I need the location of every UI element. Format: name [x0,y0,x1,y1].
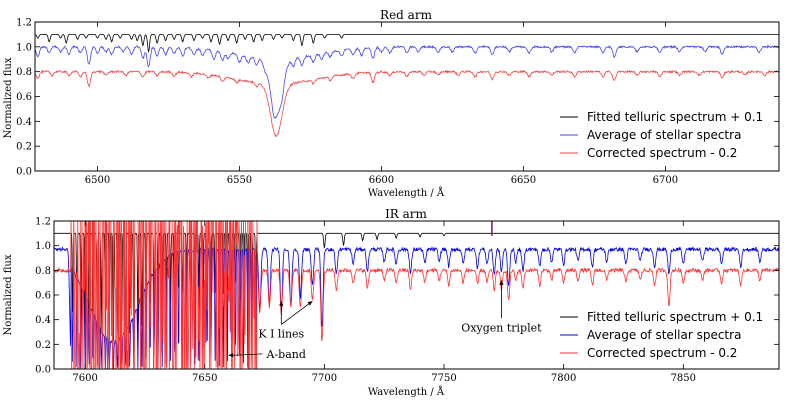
red-arm-legend-label-1: Fitted telluric spectrum + 0.1 [587,110,763,124]
ir-arm-title: IR arm [385,207,427,221]
ir-arm-annotation-label-0: K I lines [258,327,304,340]
ir-arm-annotation-arrowhead-1 [307,301,313,306]
ir-arm-annotation-label-2: Oxygen triplet [461,321,542,334]
red-arm-ytick-label: 0.4 [16,117,32,128]
ir-arm-series-3-line [54,221,779,369]
ir-arm-xtick-label: 7850 [671,373,696,384]
red-arm-ytick-label: 0.6 [16,92,32,103]
red-arm-ytick-label: 0.2 [16,142,32,153]
ir-arm-xtick-label: 7650 [192,373,217,384]
red-arm-xtick-label: 6700 [653,175,678,186]
ir-arm-xtick-label: 7600 [72,373,97,384]
ir-arm-ytick-label: 0.0 [35,365,51,376]
ir-arm-ytick-label: 1.0 [35,241,51,252]
red-arm-legend-label-3: Corrected spectrum - 0.2 [587,146,737,160]
red-arm-xlabel: Wavelength / Å [368,187,445,199]
red-arm-series-1-line [35,34,779,53]
red-arm-legend-label-2: Average of stellar spectra [587,128,741,142]
ir-arm-annotation-arrowhead-2 [499,280,504,285]
ir-arm-ytick-label: 0.8 [35,266,51,277]
red-arm-xtick-label: 6500 [85,175,110,186]
ir-arm-xlabel: Wavelength / Å [368,386,445,398]
ir-arm-xtick-label: 7750 [431,373,456,384]
ir-arm-annotation-label-3: A-band [266,348,306,361]
ir-arm-xtick-label: 7700 [312,373,337,384]
ir-arm-annotation-arrow-1 [281,300,313,325]
ir-arm-ytick-label: 1.2 [35,217,51,228]
ir-arm-xtick-label: 7800 [551,373,576,384]
red-arm-panel: Red arm Normalized flux Wavelength / Å 0… [3,8,780,199]
red-arm-xtick-label: 6550 [227,175,252,186]
ir-arm-ytick-label: 0.2 [35,340,51,351]
red-arm-series-3-line [35,69,779,138]
red-arm-ytick-label: 1.0 [16,42,32,53]
ir-arm-legend-label-3: Corrected spectrum - 0.2 [587,346,737,360]
ir-arm-legend-label-2: Average of stellar spectra [587,328,741,342]
red-arm-title: Red arm [380,8,433,22]
red-arm-ytick-label: 1.2 [16,18,32,29]
red-arm-xtick-label: 6650 [511,175,536,186]
ir-arm-legend-label-1: Fitted telluric spectrum + 0.1 [587,310,763,324]
red-arm-series-2-line [35,44,779,119]
ir-arm-annotation-arrowhead-3 [228,353,234,358]
red-arm-ylabel: Normalized flux [3,57,14,138]
ir-arm-ylabel: Normalized flux [3,254,14,335]
red-arm-ytick-label: 0.0 [16,167,32,178]
red-arm-xtick-label: 6600 [369,175,394,186]
red-arm-ytick-label: 0.8 [16,67,32,78]
ir-arm-ytick-label: 0.6 [35,291,51,302]
ir-arm-annotation-arrowhead-0 [279,301,284,306]
ir-arm-annotation-arrow-3 [228,353,263,356]
ir-arm-panel: IR arm Normalized flux Wavelength / Å 0.… [3,207,780,398]
ir-arm-ytick-label: 0.4 [35,315,51,326]
